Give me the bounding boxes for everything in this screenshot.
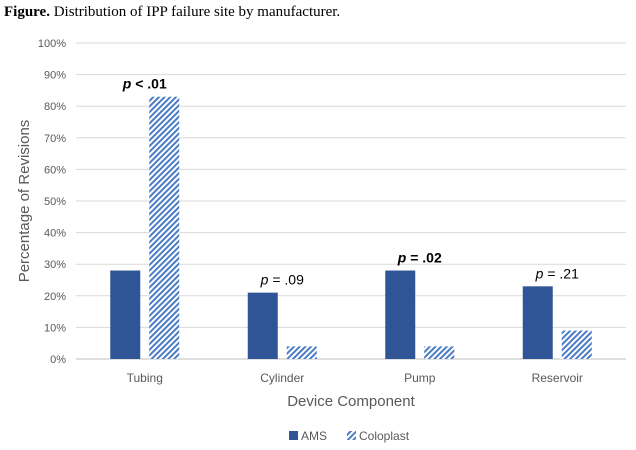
x-tick-label: Pump	[404, 371, 436, 385]
y-tick-label: 0%	[50, 354, 66, 366]
legend-label-ams: AMS	[301, 429, 327, 443]
x-tick-label: Cylinder	[260, 371, 304, 385]
bar-ams-tubing	[110, 270, 141, 359]
x-axis-title: Device Component	[287, 393, 415, 410]
legend-label-coloplast: Coloplast	[359, 429, 410, 443]
category-labels: Tubing Cylinder Pump Reservoir	[127, 371, 583, 385]
p-value-annotation: p = .09	[260, 272, 304, 288]
bar-coloplast-tubing	[149, 96, 180, 359]
legend-swatch-coloplast	[347, 431, 356, 440]
p-value-annotations: p < .01 p = .09 p = .02 p = .21	[122, 76, 579, 288]
figure-caption: Figure. Distribution of IPP failure site…	[4, 4, 340, 21]
y-tick-labels: 0% 10% 20% 30% 40% 50% 60% 70% 80% 90% 100%	[38, 38, 66, 366]
y-tick-label: 20%	[44, 291, 66, 303]
y-tick-label: 30%	[44, 259, 66, 271]
legend: AMS Coloplast	[289, 429, 410, 443]
y-tick-label: 60%	[44, 164, 66, 176]
p-value-annotation: p = .02	[397, 250, 442, 266]
bar-ams-pump	[385, 270, 416, 359]
bar-ams-cylinder	[247, 292, 278, 359]
bar-coloplast-cylinder	[286, 346, 317, 359]
y-tick-label: 40%	[44, 228, 66, 240]
p-value-annotation: p < .01	[122, 76, 167, 92]
y-tick-label: 10%	[44, 322, 66, 334]
caption-text: Distribution of IPP failure site by manu…	[49, 4, 341, 20]
y-tick-label: 80%	[44, 101, 66, 113]
bar-ams-reservoir	[522, 286, 553, 359]
x-tick-label: Tubing	[127, 371, 163, 385]
caption-label: Figure.	[4, 4, 50, 20]
bar-coloplast-reservoir	[561, 330, 592, 359]
legend-swatch-ams	[289, 431, 298, 440]
y-tick-label: 70%	[44, 133, 66, 145]
bar-coloplast-pump	[424, 346, 455, 359]
y-tick-label: 90%	[44, 70, 66, 82]
y-tick-label: 50%	[44, 196, 66, 208]
bars	[110, 96, 592, 359]
y-axis-title: Percentage of Revisions	[16, 120, 33, 283]
p-value-annotation: p = .21	[535, 265, 579, 281]
y-tick-label: 100%	[38, 38, 66, 50]
x-tick-label: Reservoir	[532, 371, 583, 385]
